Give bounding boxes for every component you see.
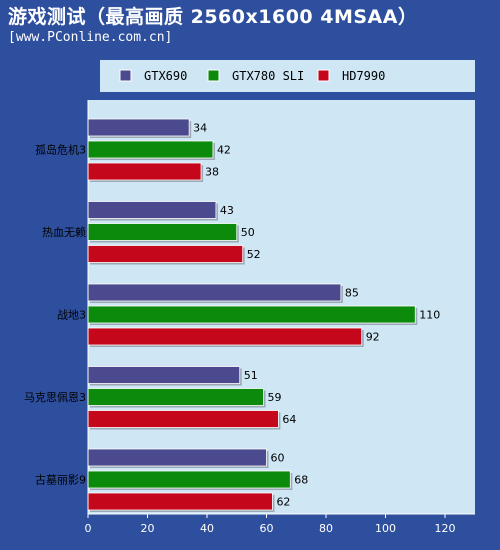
bar-2-1 — [87, 305, 416, 324]
x-tick-label-4: 80 — [319, 522, 333, 535]
data-label-0-2: 38 — [205, 166, 219, 179]
bar-3-0 — [87, 366, 241, 384]
x-tick-label-1: 20 — [141, 522, 155, 535]
bar-4-1 — [87, 470, 291, 489]
bar-4-2 — [87, 492, 273, 511]
x-tick-label-5: 100 — [375, 522, 396, 535]
x-tick-label-0: 0 — [85, 522, 92, 535]
category-label-2: 战地3 — [57, 309, 86, 322]
category-label-3: 马克思佩恩3 — [24, 390, 86, 404]
legend-box — [100, 60, 475, 92]
bar-1-0 — [87, 201, 217, 219]
legend-swatch-0 — [119, 69, 132, 82]
category-label-4: 古墓丽影9 — [35, 474, 86, 487]
data-label-3-0: 51 — [244, 369, 258, 382]
bar-1-1 — [87, 223, 238, 241]
data-label-3-1: 59 — [268, 391, 282, 404]
chart-subtitle: [www.PConline.com.cn] — [8, 30, 173, 45]
data-label-1-0: 43 — [220, 204, 234, 217]
bar-3-1 — [87, 388, 264, 406]
bar-4-0 — [87, 448, 267, 467]
data-label-4-0: 60 — [271, 452, 285, 465]
legend-swatch-1 — [207, 69, 220, 82]
data-label-2-0: 85 — [345, 287, 359, 300]
x-tick-label-3: 60 — [260, 522, 274, 535]
data-label-2-2: 92 — [366, 331, 380, 344]
category-label-0: 孤岛危机3 — [35, 143, 86, 157]
bar-1-2 — [87, 245, 244, 263]
category-label-1: 热血无赖 — [42, 225, 86, 239]
bar-0-0 — [87, 118, 190, 137]
legend-label-1: GTX780 SLI — [232, 69, 304, 83]
bar-0-2 — [87, 162, 202, 181]
x-tick-label-2: 40 — [200, 522, 214, 535]
x-tick-label-6: 120 — [435, 522, 456, 535]
bar-0-1 — [87, 140, 214, 159]
data-label-1-2: 52 — [247, 248, 261, 261]
legend-label-2: HD7990 — [342, 69, 385, 83]
bar-2-2 — [87, 327, 363, 346]
data-label-1-1: 50 — [241, 226, 255, 239]
x-axis: 0 20 40 60 80 100 120 — [85, 100, 475, 535]
data-label-2-1: 110 — [419, 309, 440, 322]
legend-swatch-2 — [317, 69, 330, 82]
data-label-3-2: 64 — [282, 413, 296, 426]
data-label-0-1: 42 — [217, 144, 231, 157]
bar-3-2 — [87, 410, 279, 428]
legend: GTX690 GTX780 SLI HD7990 — [119, 69, 385, 83]
data-label-0-0: 34 — [193, 122, 207, 135]
chart-title: 游戏测试（最高画质 2560x1600 4MSAA） — [8, 6, 418, 28]
legend-label-0: GTX690 — [144, 69, 187, 83]
data-label-4-2: 62 — [276, 496, 290, 509]
bar-2-0 — [87, 283, 342, 302]
data-label-4-1: 68 — [294, 474, 308, 487]
